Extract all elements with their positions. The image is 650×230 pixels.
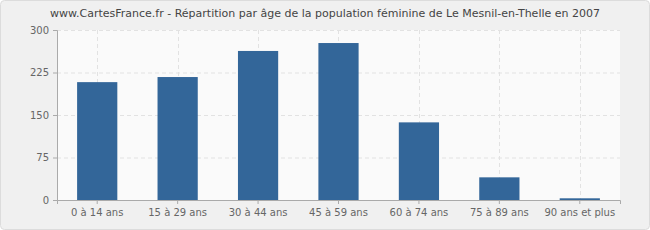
y-axis: 0 75 150 225 300 bbox=[30, 25, 58, 206]
x-axis: 0 à 14 ans 15 à 29 ans 30 à 44 ans 45 à 59 … bbox=[58, 200, 621, 218]
grid bbox=[57, 30, 620, 201]
tick-mark bbox=[53, 73, 57, 74]
bar bbox=[238, 51, 278, 200]
tick: 75 à 89 ans bbox=[470, 200, 529, 218]
tick-mark bbox=[499, 200, 500, 204]
tick: 45 à 59 ans bbox=[309, 200, 368, 218]
tick-mark bbox=[97, 200, 98, 204]
tick-label: 0 à 14 ans bbox=[71, 207, 123, 218]
axis-line bbox=[58, 201, 621, 205]
tick: 60 à 74 ans bbox=[390, 200, 449, 218]
tick: 225 bbox=[30, 67, 57, 78]
bar bbox=[560, 198, 600, 200]
tick-mark bbox=[53, 200, 57, 201]
bar bbox=[318, 43, 358, 200]
tick-mark bbox=[338, 200, 339, 204]
tick-mark bbox=[53, 158, 57, 159]
tick-label: 45 à 59 ans bbox=[309, 207, 368, 218]
bar bbox=[479, 177, 519, 200]
tick-label: 0 bbox=[43, 195, 49, 206]
tick-label: 300 bbox=[30, 25, 49, 36]
tick-mark bbox=[53, 30, 57, 31]
plot-area bbox=[57, 30, 620, 200]
bars bbox=[77, 43, 600, 200]
plot: 0 75 150 225 300 0 à 14 ans 15 à 29 ans 30 à 44… bbox=[30, 25, 621, 218]
bar bbox=[399, 122, 439, 200]
tick-label: 30 à 44 ans bbox=[229, 207, 288, 218]
background bbox=[1, 1, 650, 230]
grid-line bbox=[580, 30, 581, 200]
tick: 15 à 29 ans bbox=[148, 200, 207, 218]
tick-label: 75 bbox=[36, 152, 49, 163]
tick-label: 15 à 29 ans bbox=[148, 207, 207, 218]
tick-label: 75 à 89 ans bbox=[470, 207, 529, 218]
tick-mark bbox=[258, 200, 259, 204]
tick: 90 ans et plus bbox=[544, 200, 615, 218]
grid-line bbox=[499, 30, 500, 200]
tick: 0 bbox=[43, 195, 57, 206]
tick: 300 bbox=[30, 25, 57, 36]
tick-label: 60 à 74 ans bbox=[390, 207, 449, 218]
tick-mark bbox=[177, 200, 178, 204]
title: www.CartesFrance.fr - Répartition par âg… bbox=[50, 7, 600, 20]
bar bbox=[158, 77, 198, 200]
tick: 150 bbox=[30, 110, 57, 121]
chart: www.CartesFrance.fr - Répartition par âg… bbox=[0, 0, 650, 230]
tick-label: 150 bbox=[30, 110, 49, 121]
tick-mark bbox=[53, 115, 57, 116]
axis-line bbox=[53, 31, 58, 201]
tick: 0 à 14 ans bbox=[71, 200, 123, 218]
tick-mark bbox=[579, 200, 580, 204]
bar bbox=[77, 82, 117, 200]
tick-label: 225 bbox=[30, 67, 49, 78]
tick-label: 90 ans et plus bbox=[544, 207, 615, 218]
tick: 30 à 44 ans bbox=[229, 200, 288, 218]
tick-mark bbox=[418, 200, 419, 204]
tick: 75 bbox=[36, 152, 57, 163]
